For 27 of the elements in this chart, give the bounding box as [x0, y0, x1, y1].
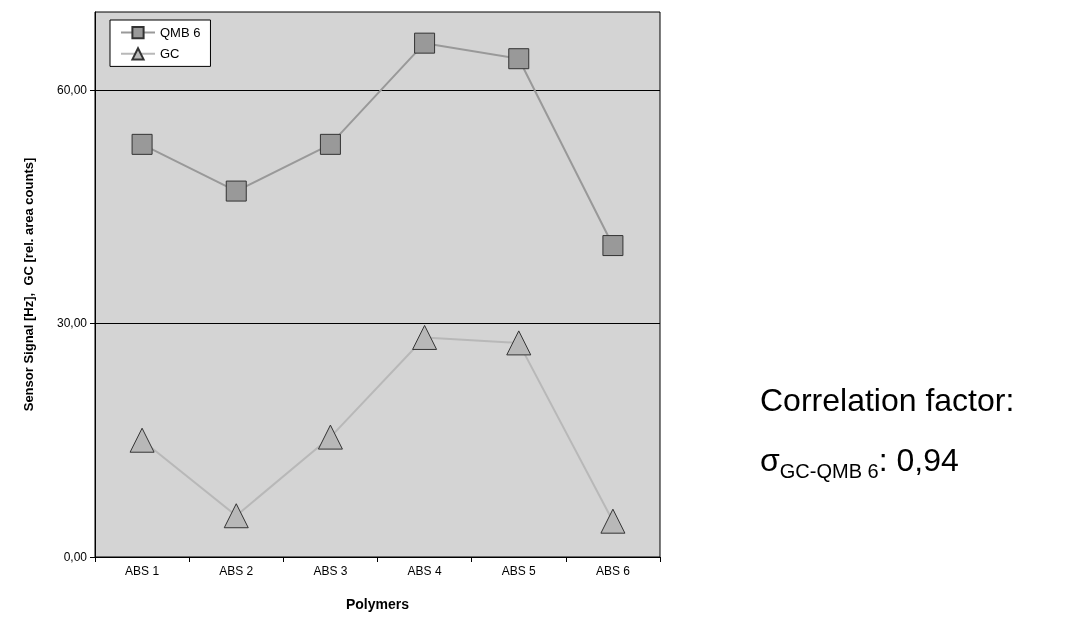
- y-tick-label: 60,00: [56, 82, 88, 97]
- y-tick-label: 0,00: [63, 550, 88, 564]
- point: [414, 32, 436, 54]
- point: [412, 324, 438, 350]
- legend-label: GC: [160, 46, 180, 62]
- point: [508, 48, 530, 70]
- point: [600, 508, 626, 534]
- point: [319, 133, 341, 155]
- point: [223, 503, 249, 529]
- x-tick-label: ABS 3: [313, 564, 348, 578]
- point: [317, 424, 343, 450]
- x-tick-label: ABS 5: [501, 564, 537, 578]
- text: Correlation factor:: [760, 381, 1015, 420]
- point: [506, 330, 532, 356]
- point: [129, 427, 155, 453]
- point: [225, 180, 247, 202]
- legend-label: QMB 6: [160, 25, 201, 41]
- x-tick-label: ABS 6: [595, 564, 631, 578]
- text: σ$_{GC-QMB 6}$: 0,94: [760, 441, 960, 485]
- point: [131, 133, 153, 155]
- y-tick-label: 30,00: [56, 316, 88, 331]
- x-axis-title: Polymers: [345, 596, 410, 612]
- y-axis-title: Sensor Signal [Hz], GC [rel. area counts]: [21, 157, 36, 412]
- x-tick-label: ABS 2: [219, 564, 254, 578]
- x-tick-label: ABS 1: [125, 564, 160, 578]
- x-tick-label: ABS 4: [407, 564, 442, 578]
- point: [602, 235, 624, 257]
